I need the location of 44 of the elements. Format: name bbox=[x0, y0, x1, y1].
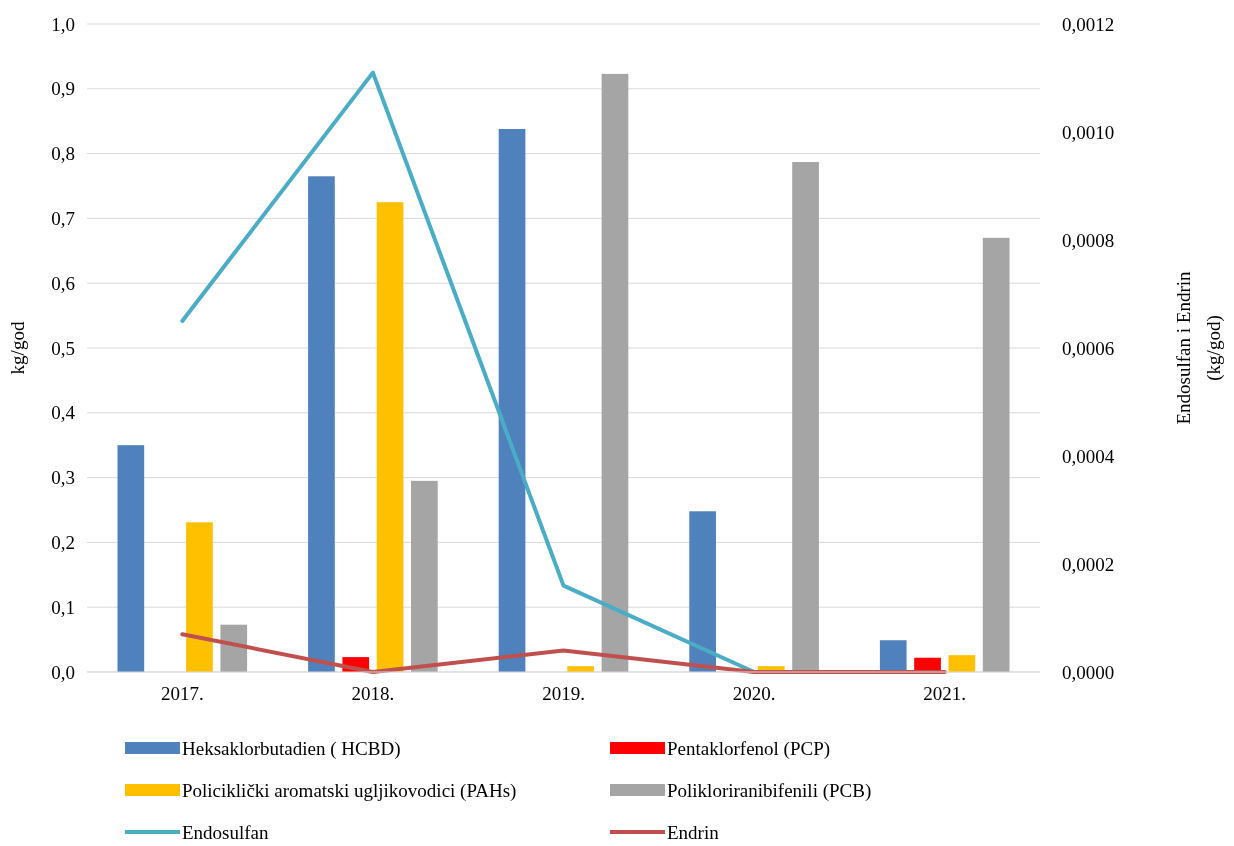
y-tick-label: 0,8 bbox=[51, 143, 75, 165]
bar bbox=[117, 445, 145, 672]
legend-label: Heksaklorbutadien ( HCBD) bbox=[182, 737, 401, 760]
y-tick-label: 0,9 bbox=[51, 78, 75, 100]
y2-tick-label: 0,0002 bbox=[1062, 553, 1115, 575]
y-tick-label: 0,4 bbox=[51, 402, 76, 424]
y-tick-label: 0,5 bbox=[51, 337, 75, 359]
bar bbox=[376, 202, 404, 672]
y-tick-label: 0,1 bbox=[51, 596, 75, 618]
bar bbox=[186, 522, 213, 672]
y-tick-label: 0,6 bbox=[51, 272, 75, 294]
legend-label: Polikloriranibifenili (PCB) bbox=[667, 779, 872, 802]
y2-tick-label: 0,0008 bbox=[1062, 229, 1115, 251]
x-tick-label: 2021. bbox=[923, 683, 967, 704]
y2-tick-label: 0,0004 bbox=[1062, 445, 1115, 467]
y2-tick-label: 0,0012 bbox=[1062, 13, 1115, 35]
y2-tick-label: 0,0010 bbox=[1062, 121, 1115, 143]
y-tick-label: 0,7 bbox=[51, 208, 75, 230]
bar bbox=[792, 162, 819, 672]
bar bbox=[411, 480, 438, 672]
legend-label: Policiklički aromatski ugljikovodici (PAHs) bbox=[182, 779, 517, 802]
y2-axis-title: Endosulfan i Endrin (kg/god) bbox=[1173, 270, 1225, 425]
y2-tick-label: 0,0000 bbox=[1062, 661, 1115, 683]
bar bbox=[879, 640, 907, 672]
x-tick-label: 2018. bbox=[351, 683, 395, 704]
y-tick-label: 0,2 bbox=[51, 532, 75, 554]
x-tick-label: 2017. bbox=[160, 683, 204, 704]
bar bbox=[948, 655, 976, 672]
y-tick-label: 1,0 bbox=[51, 13, 75, 35]
x-tick-label: 2019. bbox=[542, 683, 585, 704]
bar bbox=[689, 511, 716, 672]
bar bbox=[601, 73, 629, 672]
legend-label: Endosulfan bbox=[182, 821, 270, 843]
legend-label: Endrin bbox=[667, 821, 720, 843]
bar bbox=[308, 176, 335, 672]
bar bbox=[220, 624, 248, 672]
y-tick-label: 0,0 bbox=[51, 661, 75, 683]
x-tick-label: 2020. bbox=[732, 683, 776, 704]
legend-label: Pentaklorfenol (PCP) bbox=[667, 737, 831, 760]
y-tick-label: 0,3 bbox=[51, 467, 75, 489]
bar bbox=[498, 128, 526, 672]
bar bbox=[982, 237, 1010, 672]
y2-tick-label: 0,0006 bbox=[1062, 337, 1115, 359]
y-axis-title: kg/god bbox=[7, 321, 28, 375]
